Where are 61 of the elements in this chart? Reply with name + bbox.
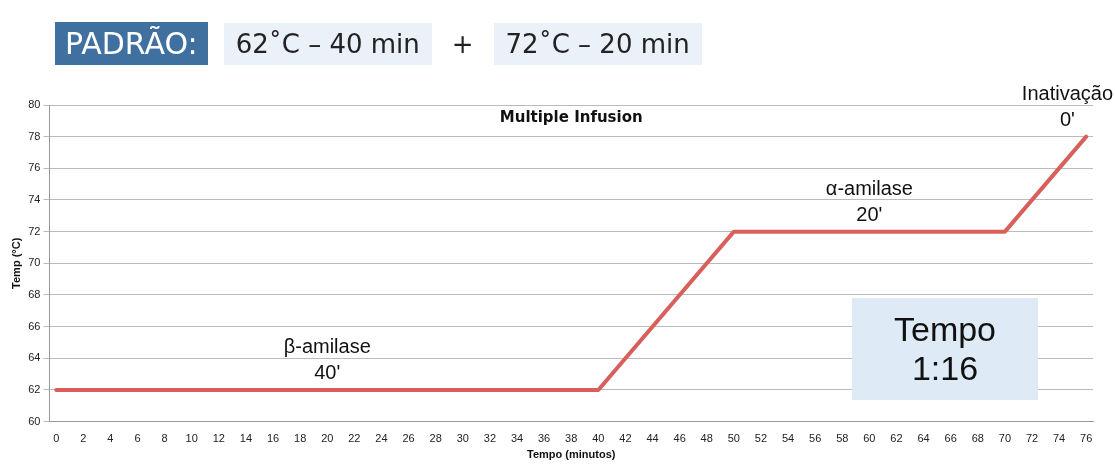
annotation: β-amilase 40'	[283, 335, 371, 384]
x-tick-label: 70	[998, 432, 1012, 445]
y-tick-label: 60	[28, 414, 41, 427]
y-axis-title: Temp (°C)	[9, 237, 22, 289]
x-tick-label: 60	[863, 432, 876, 445]
y-tick-label: 78	[28, 129, 41, 142]
y-tick-label: 74	[28, 193, 41, 206]
x-tick-label: 26	[402, 432, 415, 445]
x-tick-label: 68	[971, 432, 984, 445]
x-axis-title: Tempo (minutos)	[527, 448, 616, 461]
x-tick-label: 30	[456, 432, 469, 445]
x-tick-label: 24	[375, 432, 388, 445]
x-tick-label: 64	[917, 432, 930, 445]
x-tick-label: 56	[809, 432, 822, 445]
annotation: Tempo 1:16	[852, 298, 1038, 400]
x-tick-label: 62	[890, 432, 903, 445]
x-tick-label: 32	[483, 432, 497, 445]
text: PADRÃO:	[55, 22, 208, 65]
x-tick-label: 72	[1025, 432, 1039, 445]
y-tick-label: 64	[28, 351, 41, 364]
y-tick-label: 72	[28, 224, 41, 237]
x-tick-label: 28	[429, 432, 442, 445]
x-tick-label: 6	[134, 432, 141, 445]
x-tick-label: 14	[239, 432, 253, 445]
text: 72˚C – 20 min	[493, 22, 702, 65]
x-tick-label: 58	[836, 432, 849, 445]
text: 62˚C – 40 min	[223, 22, 432, 65]
x-tick-label: 20	[321, 432, 334, 445]
y-tick-label: 66	[28, 319, 41, 332]
x-tick-label: 12	[212, 432, 225, 445]
x-tick-label: 8	[161, 432, 168, 445]
x-tick-label: 50	[727, 432, 740, 445]
x-tick-label: 0	[53, 432, 60, 445]
y-tick-label: 80	[28, 98, 41, 111]
x-tick-label: 34	[510, 432, 524, 445]
x-tick-label: 54	[781, 432, 795, 445]
x-tick-label: 22	[348, 432, 361, 445]
y-tick-label: 70	[28, 256, 41, 269]
chart-title: Multiple Infusion	[499, 108, 643, 127]
x-tick-label: 74	[1052, 432, 1066, 445]
x-tick-label: 16	[266, 432, 280, 445]
text: +	[450, 28, 475, 59]
annotation: Inativação 0'	[1021, 82, 1113, 131]
x-tick-label: 10	[185, 432, 198, 445]
y-tick-label: 76	[28, 161, 41, 174]
x-tick-label: 52	[754, 432, 768, 445]
x-tick-label: 36	[537, 432, 551, 445]
y-tick-label: 68	[28, 287, 41, 300]
x-tick-label: 4	[107, 432, 114, 445]
x-tick-label: 40	[592, 432, 605, 445]
x-tick-label: 2	[80, 432, 87, 445]
y-tick-label: 62	[28, 382, 41, 395]
x-tick-label: 38	[565, 432, 578, 445]
x-tick-label: 48	[700, 432, 713, 445]
annotation: α-amilase 20'	[825, 177, 913, 226]
x-tick-label: 42	[619, 432, 632, 445]
x-tick-label: 18	[294, 432, 307, 445]
x-tick-label: 66	[944, 432, 957, 445]
x-tick-label: 46	[673, 432, 686, 445]
x-tick-label: 76	[1080, 432, 1093, 445]
x-tick-label: 44	[646, 432, 659, 445]
